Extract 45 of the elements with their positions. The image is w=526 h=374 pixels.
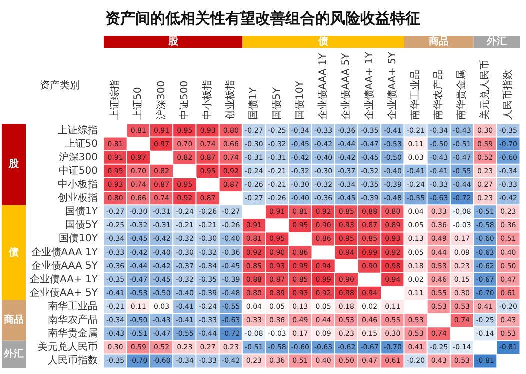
- y-tick-label: 企业债AAA 5Y: [31, 260, 99, 272]
- x-tick-label: 上证50: [132, 87, 144, 120]
- x-tick-label: 企业债AA+ 1Y: [363, 51, 376, 120]
- x-tick-label: 企业债AA+ 5Y: [386, 51, 398, 120]
- x-tick-label: 南华农产品: [432, 70, 445, 120]
- text: 股: [167, 36, 180, 48]
- text: 外汇: [3, 348, 24, 360]
- y-tick-label: 上证综指: [58, 124, 98, 136]
- y-tick-label: 企业债AA+ 1Y: [30, 273, 99, 286]
- x-tick-label: 企业债AAA 1Y: [317, 52, 330, 120]
- y-tick-label: 美元兑人民币: [38, 341, 98, 354]
- y-tick-label: 企业债AAA 1Y: [31, 246, 99, 258]
- y-tick-label: 中证500: [58, 164, 98, 177]
- x-tick-label: 中证500: [178, 80, 190, 120]
- y-tick-label: 南华农产品: [48, 314, 98, 326]
- x-tick-label: 人民币指数: [502, 70, 514, 120]
- y-tick-label: 国债1Y: [66, 206, 99, 218]
- y-tick-label: 国债10Y: [59, 234, 99, 245]
- x-tick-label: 沪深300: [155, 80, 168, 120]
- x-tick-label: 企业债AAA 5Y: [340, 52, 352, 120]
- y-tick-label: 沪深300: [58, 151, 98, 164]
- text: 商品: [428, 36, 450, 48]
- text: 外汇: [486, 36, 507, 48]
- y-tick-label: 企业债AA+ 5Y: [30, 286, 99, 299]
- x-tick-label: 创业板指: [224, 80, 237, 120]
- y-tick-label: 南华工业品: [48, 300, 98, 312]
- x-tick-label: 国债1Y: [248, 86, 260, 120]
- x-tick-label: 美元兑人民币: [478, 60, 491, 120]
- x-tick-label: 中小板指: [202, 80, 214, 120]
- x-tick-label: 南华工业品: [410, 70, 422, 120]
- text: 债: [318, 36, 329, 48]
- x-tick-label: 南华贵金属: [456, 70, 468, 120]
- y-tick-label: 国债5Y: [66, 220, 99, 232]
- x-tick-label: 国债5Y: [272, 86, 283, 120]
- y-tick-label: 人民币指数: [48, 354, 98, 367]
- y-tick-label: 上证50: [65, 138, 98, 150]
- y-axis-title: 资产类别: [40, 80, 80, 92]
- text: 商品: [3, 314, 24, 326]
- y-tick-label: 中小板指: [58, 178, 98, 190]
- text: 股: [8, 158, 20, 170]
- y-tick-label: 南华贵金属: [48, 328, 98, 340]
- x-tick-label: 国债10Y: [294, 80, 306, 120]
- chart-title: 资产间的低相关性有望改善组合的风险收益特征: [106, 10, 420, 28]
- text: 债: [8, 246, 19, 258]
- y-tick-label: 创业板指: [58, 192, 98, 204]
